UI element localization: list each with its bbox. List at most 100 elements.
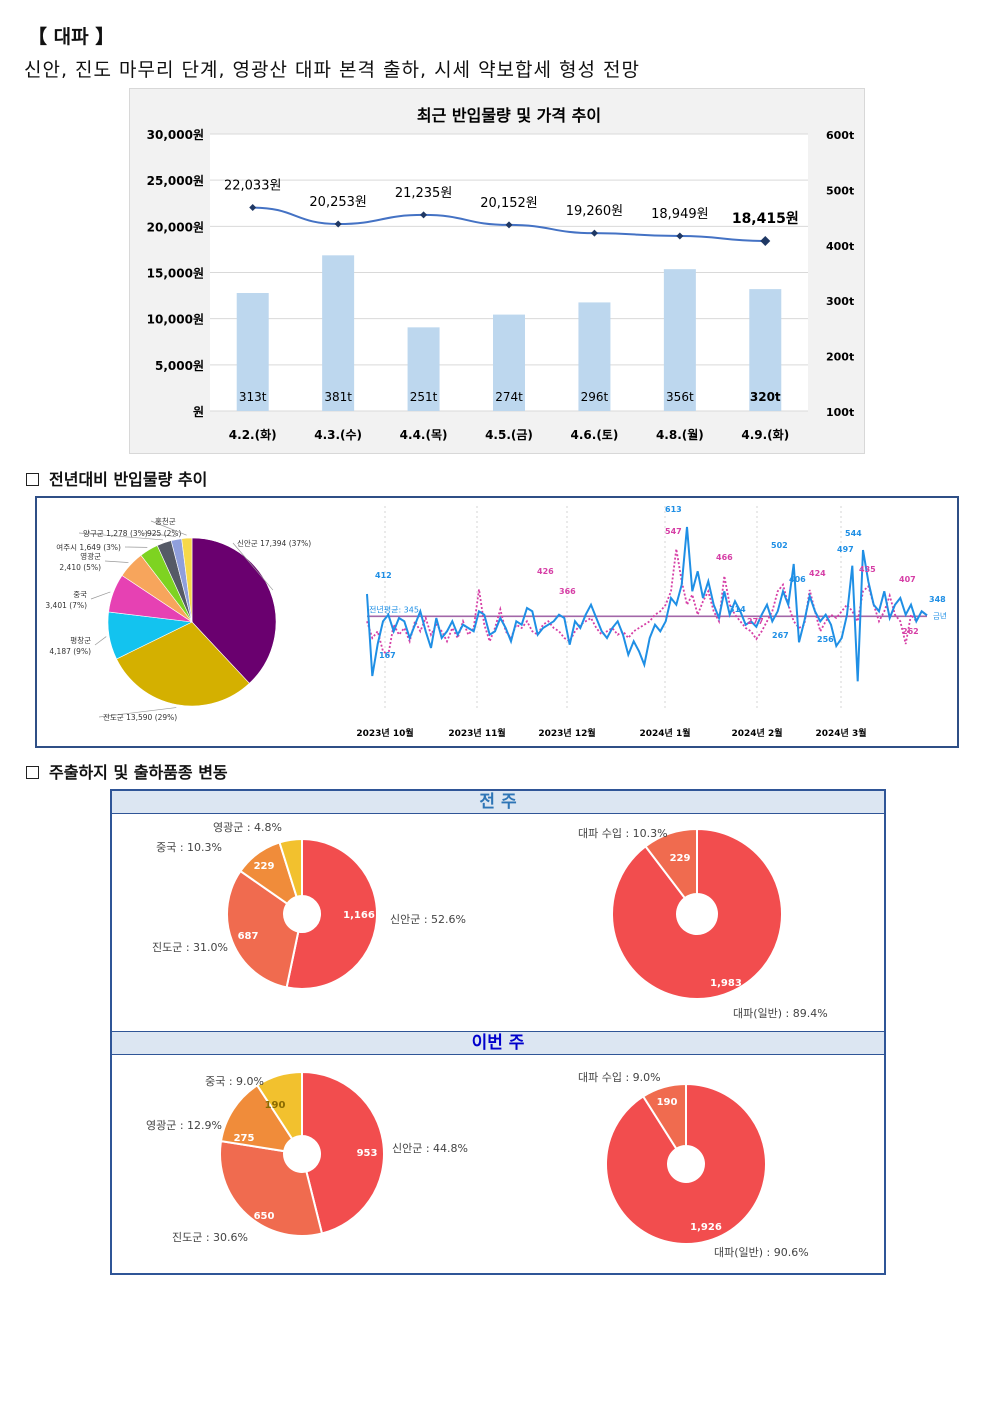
donut-value-label: 229 (670, 853, 691, 864)
donut-category-label: 대파 수입 : 9.0% (578, 1071, 661, 1084)
donuts-svg: 신안군 : 52.6% 진도군 : 31.0% 중국 : 10.3% 영광군 : 4.… (146, 821, 828, 1259)
week-band-prev: 전 주 (112, 791, 884, 814)
origin-slice-label: 평창군 (70, 635, 91, 645)
legend-this-year: 금년 (933, 610, 947, 620)
price-volume-svg: 최근 반입물량 및 가격 추이 30,000원 25,000원 20,000원 15,0… (147, 106, 855, 442)
origin-slice-label: 영광군 (80, 551, 101, 561)
donut-slice (285, 837, 378, 990)
last-year-line (366, 548, 928, 657)
month-tick-label: 2024년 1월 (639, 727, 690, 739)
origin-slice-label: 4,187 (9%) (49, 647, 91, 656)
left-tick-label: 20,000원 (147, 220, 204, 234)
price-label: 19,260원 (566, 204, 623, 219)
donut-slice (605, 1082, 767, 1245)
donut-slice (219, 1139, 324, 1237)
origin-leader-line (142, 532, 176, 537)
yoy-svg: 신안군 17,394 (37%) 진도군 13,590 (29%) 평창군 4,187… (45, 505, 947, 739)
line-value-label: 314 (729, 605, 746, 614)
donut-category-label: 중국 : 9.0% (205, 1075, 264, 1088)
volume-label: 320t (750, 390, 781, 404)
line-value-label: 497 (837, 545, 854, 554)
origin-slice-label: 진도군 13,590 (29%) (103, 712, 177, 722)
volume-bar (407, 327, 440, 411)
price-label: 18,415원 (732, 211, 799, 227)
donut-slice (641, 1082, 687, 1151)
page-subtitle: 신안, 진도 마무리 단계, 영광산 대파 본격 출하, 시세 약보합세 형성 … (24, 59, 640, 81)
origin-slice-label: 중국 (73, 590, 87, 599)
x-tick-label: 4.3.(수) (314, 428, 362, 442)
price-marker (420, 211, 428, 219)
line-value-label: 424 (809, 569, 826, 578)
x-tick-label: 4.4.(목) (400, 428, 448, 442)
right-tick-label: 300t (826, 295, 854, 308)
price-volume-chart: 최근 반입물량 및 가격 추이 30,000원 25,000원 20,000원 15,0… (129, 88, 865, 454)
origin-slice-label: 신안군 17,394 (37%) (237, 538, 311, 548)
line-value-label: 544 (845, 529, 862, 538)
chart-title: 최근 반입물량 및 가격 추이 (417, 106, 601, 125)
donut-slice (301, 1070, 385, 1235)
donut-category-label: 중국 : 10.3% (156, 841, 222, 854)
line-value-label: 366 (559, 587, 576, 596)
volume-label: 356t (666, 390, 694, 404)
left-tick-label: 10,000원 (147, 313, 204, 327)
donut-value-label: 650 (254, 1211, 275, 1222)
origin-slice (181, 537, 193, 623)
x-tick-label: 4.6.(토) (571, 428, 619, 442)
origin-leader-line (232, 542, 274, 591)
volume-label: 274t (495, 390, 523, 404)
right-tick-label: 100t (826, 406, 854, 419)
price-marker (760, 235, 771, 246)
line-value-label: 613 (665, 505, 682, 514)
left-tick-label: 원 (193, 405, 204, 419)
donut-value-label: 1,926 (690, 1222, 722, 1233)
line-value-label: 277 (747, 617, 764, 626)
right-tick-label: 600t (826, 129, 854, 142)
left-tick-label: 25,000원 (147, 174, 204, 188)
price-marker (676, 232, 684, 240)
x-tick-label: 4.5.(금) (485, 428, 533, 442)
line-value-label: 267 (772, 631, 789, 640)
price-marker (505, 221, 513, 229)
x-tick-label: 4.8.(월) (656, 427, 704, 442)
origin-slice-label: 양구군 1,278 (3%) (83, 529, 148, 538)
origin-leader-line (90, 591, 111, 600)
donut-value-label: 190 (265, 1100, 286, 1111)
volume-bar (749, 289, 782, 411)
donut-category-label: 신안군 : 52.6% (390, 913, 466, 926)
price-label: 21,235원 (395, 186, 452, 201)
left-tick-label: 30,000원 (147, 128, 204, 142)
origin-variety-panel: 전 주 이번 주 신안군 : 52.6% 진도군 : 31.0% 중국 : 10.3… (110, 789, 886, 1275)
volume-label: 251t (410, 390, 438, 404)
line-value-label: 262 (902, 627, 919, 636)
section-trend: 전년대비 반입물량 추이 (26, 466, 207, 490)
origin-leader-line (150, 520, 187, 536)
donut-category-label: 대파(일반) : 90.6% (714, 1245, 809, 1259)
week-band-this: 이번 주 (112, 1031, 884, 1055)
donut-category-label: 대파 수입 : 10.3% (578, 827, 668, 840)
donut-value-label: 190 (657, 1097, 678, 1108)
month-tick-label: 2023년 11월 (448, 727, 505, 739)
donut-value-label: 1,166 (343, 910, 375, 921)
line-value-label: 435 (859, 565, 876, 574)
price-label: 20,253원 (309, 195, 366, 210)
price-marker (334, 220, 342, 228)
right-tick-label: 400t (826, 240, 854, 253)
month-tick-label: 2024년 2월 (731, 727, 782, 739)
price-label: 18,949원 (651, 207, 708, 222)
yoy-chart-panel: 신안군 17,394 (37%) 진도군 13,590 (29%) 평창군 4,187… (35, 496, 959, 748)
line-value-label: 547 (665, 527, 682, 536)
right-tick-label: 200t (826, 351, 854, 364)
donut-slice (644, 827, 698, 900)
line-value-label: 407 (899, 575, 916, 584)
volume-bar (663, 269, 696, 411)
origin-slice-label: 여주시 1,649 (3%) (56, 542, 121, 552)
donut-slice (219, 1083, 294, 1153)
origin-leader-line (98, 707, 177, 718)
month-tick-label: 2024년 3월 (815, 727, 866, 739)
month-tick-label: 2023년 12월 (538, 727, 595, 739)
donut-category-label: 영광군 : 12.9% (146, 1119, 222, 1132)
line-value-label: 167 (379, 651, 396, 660)
left-tick-label: 15,000원 (147, 267, 204, 281)
donut-category-label: 진도군 : 30.6% (172, 1231, 248, 1244)
donut-value-label: 275 (234, 1133, 255, 1144)
